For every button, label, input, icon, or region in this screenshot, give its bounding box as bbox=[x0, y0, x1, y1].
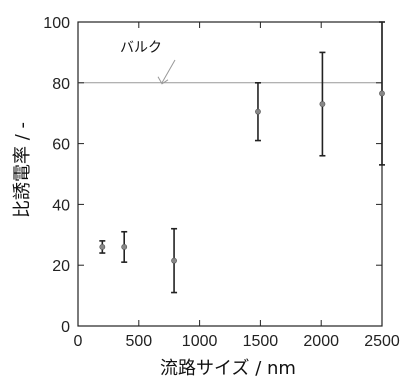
data-point bbox=[319, 101, 326, 107]
plot-frame bbox=[77, 21, 383, 327]
data-point bbox=[121, 244, 128, 250]
x-tick-label: 0 bbox=[74, 333, 83, 350]
x-axis-ticks: 0 500 1000 1500 2000 2500 bbox=[74, 22, 400, 350]
x-tick-label: 2000 bbox=[303, 333, 339, 350]
y-tick-label: 100 bbox=[43, 15, 70, 32]
data-points bbox=[99, 21, 385, 294]
x-tick-label: 1500 bbox=[243, 333, 279, 350]
y-tick-label: 40 bbox=[52, 197, 70, 214]
bulk-arrow-head bbox=[157, 76, 169, 85]
x-tick-label: 500 bbox=[125, 333, 152, 350]
y-tick-label: 20 bbox=[52, 258, 70, 275]
data-point bbox=[171, 257, 177, 264]
y-axis-ticks: 0 20 40 60 80 100 bbox=[43, 15, 382, 336]
y-axis-title: 比誘電率 / - bbox=[12, 122, 33, 218]
y-tick-label: 80 bbox=[52, 76, 70, 93]
x-tick-label: 1000 bbox=[182, 333, 218, 350]
x-tick-label: 2500 bbox=[364, 333, 400, 350]
bulk-reference: バルク bbox=[78, 40, 382, 85]
y-tick-label: 60 bbox=[52, 137, 70, 154]
bulk-arrow-shaft bbox=[161, 59, 176, 84]
plot-frame-border bbox=[77, 21, 383, 327]
data-point bbox=[99, 244, 106, 250]
x-axis-title: 流路サイズ / nm bbox=[160, 358, 296, 376]
data-point bbox=[255, 108, 261, 115]
bulk-reference-label: バルク bbox=[120, 40, 162, 56]
data-point bbox=[379, 90, 385, 97]
y-tick-label: 0 bbox=[61, 319, 70, 336]
